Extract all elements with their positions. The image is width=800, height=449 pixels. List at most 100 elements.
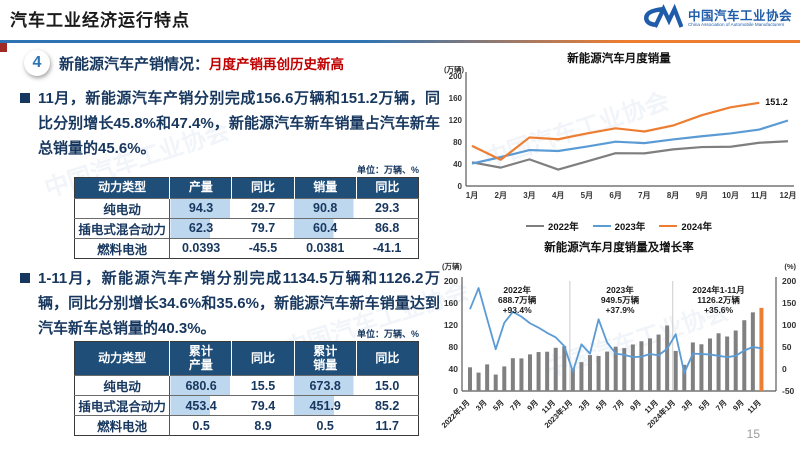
svg-text:5月: 5月 [594,398,609,413]
table-row: 纯电动 680.6 15.5 673.8 15.0 [74,375,419,396]
svg-text:(万辆): (万辆) [442,261,462,271]
table-cell: 0.5 [294,415,357,436]
table-cell: 纯电动 [74,197,171,219]
bullet-text: 11月，新能源汽车产销分别完成156.6万辆和151.2万辆，同比分别增长45.… [38,90,440,157]
svg-text:200: 200 [444,276,458,286]
svg-text:6月: 6月 [609,191,621,200]
svg-text:7月: 7月 [508,398,523,413]
cumulative-power-type-table: 动力类型 累计 产量 同比 累计 销量 同比 纯电动 680.6 15.5 67… [74,340,419,437]
svg-text:688.7万辆: 688.7万辆 [498,295,537,305]
svg-text:100: 100 [782,320,796,330]
table-header-cell: 同比 [231,177,295,199]
left-column: 11月，新能源汽车产销分别完成156.6万辆和151.2万辆，同比分别增长45.… [18,86,440,437]
svg-text:11月: 11月 [751,191,767,200]
svg-text:40: 40 [453,160,462,169]
svg-text:7月: 7月 [638,191,650,200]
table-cell: 86.8 [356,217,419,239]
svg-text:3月: 3月 [474,398,489,413]
svg-text:0: 0 [453,386,458,396]
table-cell: 0.5 [169,415,232,436]
svg-text:120: 120 [449,116,463,125]
caam-cm-icon [639,3,684,35]
monthly-power-type-table: 动力类型 产量 同比 销量 同比 纯电动 94.3 29.7 90.8 29.3… [74,177,419,259]
svg-text:7月: 7月 [611,398,626,413]
svg-text:150: 150 [782,298,796,308]
table-cell: 673.8 [294,375,357,396]
table-cell: 15.0 [356,375,419,396]
table-cell: 90.8 [294,197,357,219]
table-cell: 94.3 [169,197,232,219]
table-cell: 85.2 [356,395,419,416]
bullet-paragraph-november: 11月，新能源汽车产销分别完成156.6万辆和151.2万辆，同比分别增长45.… [18,86,440,161]
page-title: 汽车工业经济运行特点 [10,11,190,30]
chart-legend: 2022年 2023年 2024年 [438,219,800,233]
svg-text:-50: -50 [782,386,795,396]
table-cell: 插电式混合动力 [74,217,171,239]
svg-text:11月: 11月 [746,398,763,415]
table-cell: 0.0381 [294,237,357,259]
table-cell: 燃料电池 [74,415,171,436]
table-cell: 0.0393 [169,237,232,259]
logo-org-name-cn: 中国汽车工业协会 [687,9,792,24]
svg-text:5月: 5月 [581,191,593,200]
svg-text:1月: 1月 [466,191,478,200]
svg-text:(万辆): (万辆) [444,66,464,74]
caam-logo: 中国汽车工业协会 China Association of Automobile… [639,3,792,35]
legend-item: 2023年 [592,219,646,233]
table-cell: 451.9 [294,395,357,416]
table-cell: 燃料电池 [74,237,171,259]
svg-text:2月: 2月 [495,191,507,200]
svg-text:80: 80 [453,138,462,147]
table-cell: 纯电动 [74,375,171,396]
table-row: 燃料电池 0.5 8.9 0.5 11.7 [74,415,419,436]
table-cell: -41.1 [356,237,419,259]
table-header-row: 动力类型 累计 产量 同比 累计 销量 同比 [74,341,419,376]
header-divider-line [0,40,800,43]
bullet-square-icon [20,93,30,103]
svg-text:949.5万辆: 949.5万辆 [601,295,640,305]
svg-text:3月: 3月 [523,191,535,200]
unit-label: 单位：万辆、% [356,165,419,175]
svg-text:3月: 3月 [577,398,592,413]
svg-text:80: 80 [449,342,459,352]
section-number-badge: 4 [24,50,50,76]
svg-text:2022年1月: 2022年1月 [439,397,471,429]
svg-text:4月: 4月 [552,191,564,200]
table-cell: 62.3 [169,217,232,239]
bullet-text: 1-11月，新能源汽车产销分别完成1134.5万辆和1126.2万辆，同比分别增… [38,269,440,337]
svg-text:5月: 5月 [697,398,712,413]
svg-text:8月: 8月 [667,191,679,200]
logo-org-name-en: China Association of Automobile Manufact… [687,22,785,28]
svg-text:5月: 5月 [491,398,506,413]
svg-text:7月: 7月 [714,398,729,413]
growth-chart-title: 新能源汽车月度销量及增长率 [544,242,694,254]
legend-label: 2023年 [614,222,646,233]
table-header-cell: 动力类型 [74,177,170,199]
unit-label: 单位：万辆、% [356,328,419,339]
legend-label: 2024年 [681,222,712,233]
table-cell: 79.4 [231,395,295,416]
table-header-cell: 销量 [293,177,357,199]
monthly-sales-chart-title: 新能源汽车月度销量 [567,53,671,65]
bullet-paragraph-ytd: 1-11月，新能源汽车产销分别完成1134.5万辆和1126.2万辆，同比分别增… [18,266,440,341]
table-cell: 79.7 [231,217,295,239]
table-cell: -45.5 [231,237,295,259]
monthly-sales-line-chart: (万辆) 0 40 80 120 160 200 1月 2月 3月 4月 5月 6月 7月 8月 9月 10月 1… [444,64,796,200]
svg-text:10月: 10月 [722,191,739,200]
legend-item: 2024年 [659,219,712,233]
svg-text:(%): (%) [784,262,796,271]
svg-text:2022年: 2022年 [503,285,531,295]
section-subtitle: 月度产销再创历史新高 [209,57,345,72]
svg-text:200: 200 [782,276,796,286]
legend-swatch [659,224,678,228]
table-header-cell: 同比 [355,177,419,199]
table-header-row: 动力类型 产量 同比 销量 同比 [74,177,419,199]
legend-swatch [526,224,545,228]
legend-item: 2022年 [526,219,579,233]
table-header-cell: 同比 [231,341,295,376]
legend-swatch [592,224,611,228]
svg-text:151.2: 151.2 [765,97,788,107]
table-row: 插电式混合动力 453.4 79.4 451.9 85.2 [74,395,419,416]
monthly-sales-growth-chart: (万辆) (%) 0 40 80 120 160 200 -50 0 50 100 150 200 2022… [439,261,797,430]
svg-text:+93.4%: +93.4% [503,305,533,315]
